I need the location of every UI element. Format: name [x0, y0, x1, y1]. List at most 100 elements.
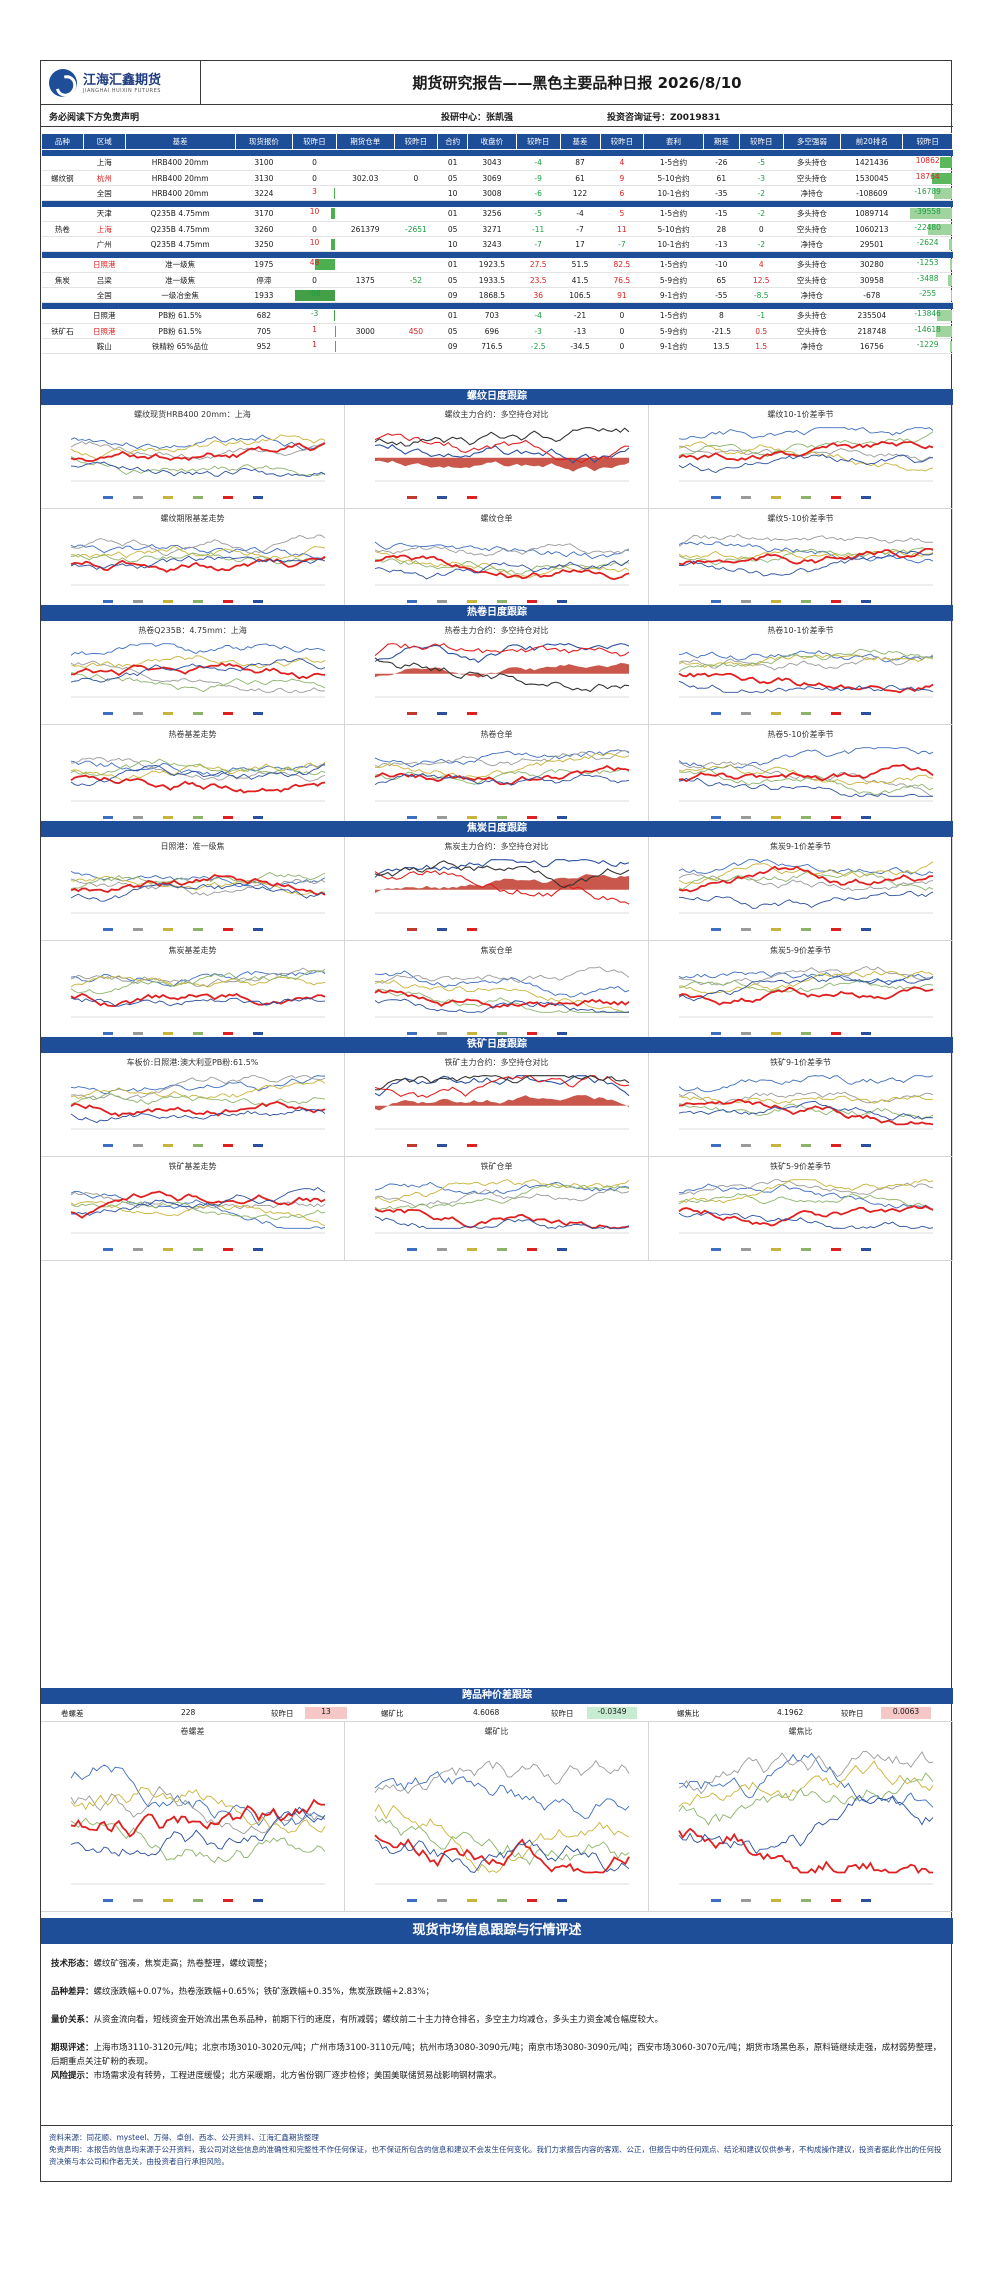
year-series-line	[70, 1200, 326, 1227]
column-header: 期差	[702, 133, 740, 150]
legend-swatch	[831, 496, 841, 499]
legend-swatch	[467, 600, 477, 603]
net-position-area	[375, 663, 629, 678]
year-series-line	[70, 1798, 326, 1838]
table-cell: 01	[437, 308, 468, 324]
table-cell: 0	[292, 221, 337, 237]
legend-swatch	[133, 928, 143, 931]
table-cell: 多头持仓	[783, 257, 841, 273]
legend-swatch	[437, 1032, 447, 1035]
sub-header: 务必阅读下方免责声明 投研中心：张凯强 投资咨询证号：Z0019831	[41, 105, 953, 127]
chart-panel: 热卷主力合约：多空持仓对比	[345, 621, 649, 725]
legend-swatch	[133, 1248, 143, 1251]
table-cell: 11	[600, 221, 644, 237]
table-row: 天津 Q235B 4.75mm 3170 10 01 3256 -5 -4 5 1-5合约 -15-…	[41, 206, 953, 222]
table-cell	[336, 287, 395, 303]
chart-title: 焦炭仓单	[480, 946, 513, 955]
table-cell: -1229	[902, 338, 953, 354]
year-series-line	[374, 1184, 630, 1211]
chart-panel: 螺焦比	[649, 1722, 953, 1912]
legend-swatch	[103, 712, 113, 715]
table-cell: 杭州	[83, 170, 126, 186]
net-position-area	[375, 874, 629, 894]
chart-plot	[70, 870, 326, 931]
legend-swatch	[711, 1144, 721, 1147]
year-series-line	[70, 878, 326, 896]
legend-swatch	[223, 1899, 233, 1902]
legend-swatch	[193, 1144, 203, 1147]
legend-swatch	[437, 928, 447, 931]
year-series-line	[70, 1200, 326, 1221]
year-series-line	[70, 1075, 326, 1094]
legend-swatch	[711, 712, 721, 715]
column-header: 较昨日	[599, 133, 645, 150]
legend-swatch	[831, 1144, 841, 1147]
legend-swatch	[861, 600, 871, 603]
legend-swatch	[801, 1899, 811, 1902]
chart-title: 螺纹现货HRB400 20mm：上海	[134, 410, 251, 419]
table-cell: -678	[840, 287, 903, 303]
year-series-line	[678, 975, 934, 1002]
year-series-line	[70, 672, 326, 693]
table-cell: HRB400 20mm	[125, 185, 236, 201]
company-name-en: JIANGHAI HUIXIN FUTURES	[83, 88, 161, 94]
report-page: 江海汇鑫期货 JIANGHAI HUIXIN FUTURES 期货研究报告——黑…	[40, 60, 953, 2182]
table-cell	[336, 185, 395, 201]
comment-item: 风险提示：市场需求没有转势，工程进度缓慢；北方采暖期，北方省份钢厂逐步检修；美国…	[51, 2069, 943, 2083]
legend-swatch	[741, 1248, 751, 1251]
legend-swatch	[497, 1032, 507, 1035]
table-cell: PB粉 61.5%	[125, 323, 236, 339]
legend-swatch	[557, 816, 567, 819]
legend-swatch	[223, 1144, 233, 1147]
table-cell: -14618	[902, 323, 953, 339]
footer-disclaimer: 免责声明：本报告的信息均来源于公开资料，我公司对这些信息的准确性和完整性不作任何…	[49, 2145, 942, 2166]
chart-plot	[70, 1186, 326, 1251]
position-series-line	[374, 1075, 630, 1091]
year-series-line	[374, 554, 630, 581]
table-cell: 1530045	[840, 170, 903, 186]
legend-swatch	[741, 1032, 751, 1035]
table-cell: 10862	[902, 155, 953, 171]
table-cell: 准一级焦	[125, 257, 236, 273]
chart-title: 铁矿基差走势	[168, 1162, 217, 1171]
table-cell: 9-1合约	[643, 338, 704, 354]
disclaimer-link[interactable]: 务必阅读下方免责声明	[49, 113, 140, 123]
table-cell: 9	[600, 170, 644, 186]
legend-swatch	[163, 816, 173, 819]
comment-item: 量价关系：从资金流向看，短线资金开始流出黑色系品种，前期下行的速度，有所减弱；螺…	[51, 2013, 943, 2027]
year-series-line	[374, 543, 630, 557]
position-series-line	[374, 444, 630, 464]
legend-swatch	[557, 1032, 567, 1035]
legend-swatch	[437, 600, 447, 603]
chart-panel: 螺纹主力合约：多空持仓对比	[345, 405, 649, 509]
table-cell: 一级冶金焦	[125, 287, 236, 303]
legend-swatch	[407, 496, 417, 499]
column-header: 基差	[559, 133, 601, 150]
table-cell: 05	[437, 323, 468, 339]
year-series-line	[70, 967, 326, 987]
legend-swatch	[223, 1248, 233, 1251]
chart-panel: 铁矿9-1价差季节	[649, 1053, 953, 1157]
chart-title: 车板价:日照港:澳大利亚PB粉:61.5%	[126, 1058, 259, 1067]
table-cell: -98	[292, 287, 337, 303]
year-series-line	[678, 654, 934, 671]
table-cell: 36	[516, 287, 561, 303]
spread-change-3: 0.0063	[881, 1707, 931, 1719]
table-cell: -2.5	[516, 338, 561, 354]
legend-swatch	[437, 1144, 447, 1147]
footer: 资料来源：同花顺、mysteel、万得、卓创、西本、公开资料、江海汇鑫期货整理 …	[41, 2125, 953, 2174]
year-series-line	[678, 653, 934, 668]
legend-swatch	[163, 712, 173, 715]
chart-plot	[374, 966, 630, 1035]
chart-plot	[70, 1764, 326, 1902]
table-cell	[394, 206, 438, 222]
legend-swatch	[253, 816, 263, 819]
legend-swatch	[801, 712, 811, 715]
table-cell: -3488	[902, 272, 953, 288]
legend-swatch	[831, 1248, 841, 1251]
license-label: 投资咨询证号：Z0019831	[607, 113, 721, 123]
legend-swatch	[437, 496, 447, 499]
chart-title: 卷螺差	[180, 1727, 205, 1736]
column-header: 较昨日	[292, 133, 337, 150]
table-cell: 28	[703, 221, 740, 237]
